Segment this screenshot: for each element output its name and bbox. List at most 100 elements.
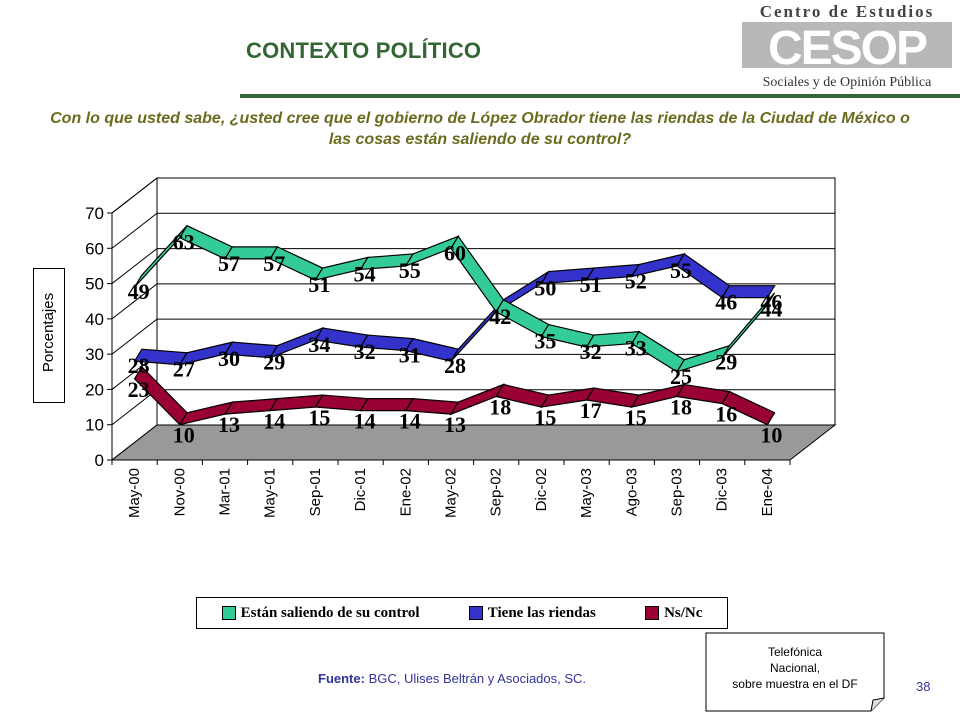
legend-swatch — [221, 606, 236, 620]
data-label: 15 — [308, 405, 330, 430]
x-tick-label: May-00 — [126, 468, 143, 518]
legend-swatch — [645, 606, 660, 620]
x-tick-label: Ago-03 — [623, 468, 640, 516]
data-label: 46 — [760, 290, 782, 315]
data-label: 34 — [308, 332, 330, 357]
data-label: 55 — [399, 258, 421, 283]
x-tick-label: May-01 — [262, 468, 279, 518]
source-note: Fuente: BGC, Ulises Beltrán y Asociados,… — [318, 671, 586, 686]
legend-label: Están saliendo de su control — [240, 604, 420, 621]
series-layer — [133, 224, 776, 426]
data-label: 31 — [399, 343, 421, 368]
data-label: 18 — [670, 394, 692, 419]
series-segment — [721, 285, 776, 299]
legend-swatch — [468, 606, 483, 620]
data-label: 17 — [580, 398, 602, 423]
y-tick-label: 40 — [85, 310, 104, 329]
note-text: Telefónica Nacional, sobre muestra en el… — [705, 644, 885, 692]
series-2 — [133, 365, 776, 426]
gridline — [111, 212, 835, 249]
y-axis-ticks: 0 10 20 30 40 50 60 70 — [85, 204, 113, 470]
title-divider — [240, 94, 960, 98]
data-label: 54 — [354, 261, 376, 286]
note-frame — [705, 632, 885, 712]
data-labels: 49 63 57 57 51 54 55 60 42 35 32 33 25 29 44 28 27 30 29 34… — [128, 230, 783, 448]
data-label: 60 — [444, 240, 466, 265]
data-label: 10 — [173, 423, 195, 448]
data-label: 14 — [399, 409, 421, 434]
data-label: 13 — [444, 412, 466, 437]
data-label: 57 — [218, 251, 240, 276]
data-label: 52 — [625, 269, 647, 294]
x-tick-label: Dic-01 — [352, 468, 369, 511]
data-label: 30 — [218, 346, 240, 371]
series-segment — [721, 390, 776, 426]
data-label: 23 — [128, 377, 150, 402]
data-label: 42 — [489, 304, 511, 329]
x-tick-label: Mar-01 — [217, 468, 234, 516]
data-label: 28 — [128, 353, 150, 378]
data-label: 15 — [625, 405, 647, 430]
sample-note: Telefónica Nacional, sobre muestra en el… — [705, 632, 885, 712]
y-tick-label: 30 — [85, 345, 104, 364]
data-label: 16 — [715, 402, 737, 427]
x-tick-label: Nov-00 — [171, 468, 188, 516]
y-tick-label: 0 — [95, 451, 104, 470]
source-text: BGC, Ulises Beltrán y Asociados, SC. — [364, 671, 587, 686]
gridline — [111, 283, 835, 320]
series-0 — [134, 224, 776, 373]
data-label: 49 — [128, 279, 150, 304]
survey-question: Con lo que usted sabe, ¿usted cree que e… — [50, 110, 910, 148]
data-label: 57 — [263, 251, 285, 276]
data-label: 51 — [580, 272, 602, 297]
page-number: 38 — [916, 679, 931, 694]
data-label: 14 — [263, 409, 285, 434]
data-label: 42 — [489, 304, 511, 329]
legend-label: Tiene las riendas — [487, 604, 596, 621]
y-axis-label-box: Porcentajes — [33, 268, 65, 403]
line-chart: 0 10 20 30 40 50 60 70 May-00 Nov-00 Mar-01 May-01… — [85, 176, 837, 518]
logo-bottom-text: Sociales y de Opinión Pública — [763, 75, 933, 90]
data-label: 44 — [760, 297, 782, 322]
x-axis-ticks: May-00 Nov-00 Mar-01 May-01 Sep-01 Dic-01 Ene-… — [111, 459, 791, 518]
logo-top-text: Centro de Estudios — [760, 2, 935, 21]
y-tick-label: 20 — [85, 380, 104, 399]
side-wall — [111, 176, 158, 462]
data-label: 14 — [354, 409, 376, 434]
y-tick-label: 50 — [85, 275, 104, 294]
cesop-logo: Centro de Estudios CESOP Sociales y de O… — [742, 2, 952, 90]
legend-item: Tiene las riendas — [468, 604, 596, 622]
y-tick-label: 10 — [85, 416, 104, 435]
note-line: Nacional, — [769, 661, 821, 675]
chart-legend: Están saliendo de su control Tiene las ri… — [196, 597, 728, 629]
legend-label: Ns/Nc — [664, 604, 703, 621]
page-title: CONTEXTO POLÍTICO — [246, 38, 482, 63]
x-tick-label: Ene-04 — [759, 468, 776, 516]
x-tick-label: May-02 — [443, 468, 460, 518]
x-tick-label: May-03 — [578, 468, 595, 518]
y-tick-label: 70 — [85, 204, 104, 223]
data-label: 10 — [760, 423, 782, 448]
data-label: 46 — [715, 290, 737, 315]
note-line: Telefónica — [767, 645, 823, 659]
data-label: 55 — [670, 258, 692, 283]
x-tick-label: Dic-03 — [714, 468, 731, 511]
y-tick-label: 60 — [85, 239, 104, 258]
legend-item: Están saliendo de su control — [221, 604, 420, 622]
data-label: 25 — [670, 364, 692, 389]
data-label: 28 — [444, 353, 466, 378]
series-segment — [721, 292, 776, 359]
data-label: 63 — [173, 230, 195, 255]
gridline — [111, 177, 835, 214]
data-label: 15 — [534, 405, 556, 430]
data-label: 50 — [534, 276, 556, 301]
y-axis-label: Porcentajes — [40, 292, 57, 373]
data-label: 51 — [308, 272, 330, 297]
data-label: 35 — [534, 329, 556, 354]
data-label: 29 — [263, 350, 285, 375]
x-tick-label: Sep-01 — [307, 468, 324, 516]
series-1 — [133, 253, 776, 366]
data-label: 18 — [489, 394, 511, 419]
gridline — [111, 318, 835, 355]
note-line: sobre muestra en el DF — [732, 677, 858, 691]
